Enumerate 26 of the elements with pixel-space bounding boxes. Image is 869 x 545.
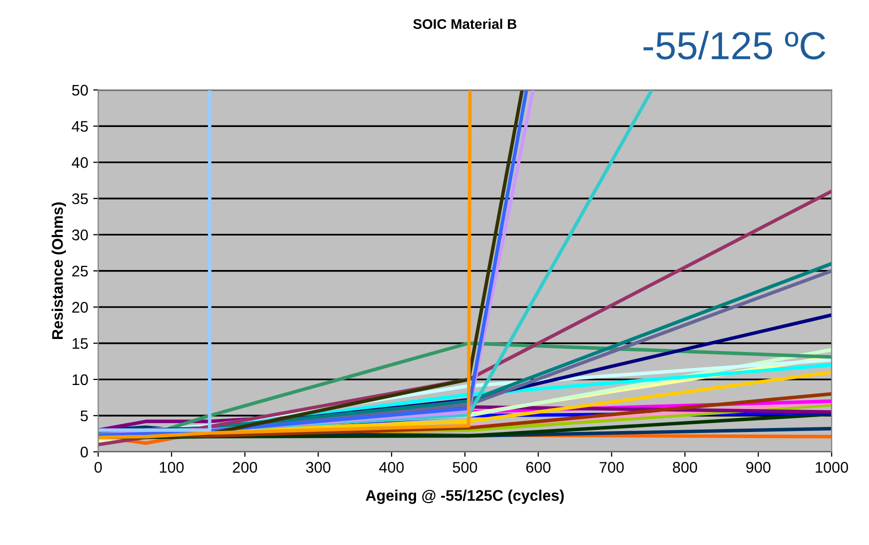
- y-tick-label: 20: [72, 302, 88, 313]
- y-tick-label: 0: [80, 446, 88, 458]
- chart-title: SOIC Material B: [413, 18, 516, 29]
- x-tick-label: 800: [672, 462, 698, 473]
- x-tick-label: 700: [600, 462, 624, 473]
- y-tick-label: 45: [72, 121, 88, 132]
- x-tick-label: 300: [306, 462, 330, 473]
- text: -55/125 ºC: [644, 30, 826, 60]
- y-tick-label: 30: [72, 230, 88, 240]
- y-tick-label: 50: [72, 84, 88, 96]
- y-tick-label: 5: [80, 410, 88, 422]
- y-axis-title: Resistance (Ohms): [52, 202, 66, 340]
- y-tick-label: 15: [72, 338, 88, 349]
- x-tick-label: 200: [232, 462, 258, 473]
- y-tick-label: 40: [72, 157, 88, 168]
- x-tick-label: 600: [526, 462, 550, 473]
- x-tick-label: 1000: [816, 462, 848, 473]
- x-axis-title: Ageing @ -55/125C (cycles): [366, 490, 564, 504]
- y-tick-label: 10: [72, 374, 88, 386]
- x-tick-label: 0: [94, 462, 102, 473]
- x-tick-label: 400: [379, 462, 404, 473]
- y-tick-label: 25: [72, 266, 88, 277]
- x-tick-label: 900: [746, 462, 770, 473]
- x-tick-label: 500: [452, 462, 478, 473]
- x-tick-label: 100: [160, 462, 184, 473]
- y-tick-label: 35: [72, 193, 88, 204]
